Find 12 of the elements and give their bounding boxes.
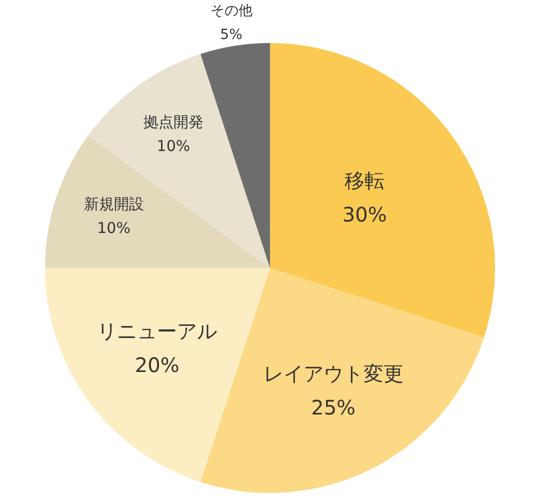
data-label: 5% — [220, 27, 242, 44]
data-label: 10% — [156, 137, 190, 156]
data-label: 20% — [134, 353, 180, 378]
slice-label: 新規開設 — [84, 195, 144, 214]
slice-label: 拠点開発 — [143, 113, 204, 132]
data-label: 10% — [97, 219, 130, 238]
slice-label: 移転 — [344, 168, 385, 192]
slice-label: レイアウト変更 — [263, 362, 404, 386]
slice-label: リニューアル — [97, 319, 218, 344]
slice-label: その他 — [210, 3, 252, 20]
data-label: 25% — [311, 396, 356, 420]
data-label: 30% — [342, 202, 387, 226]
